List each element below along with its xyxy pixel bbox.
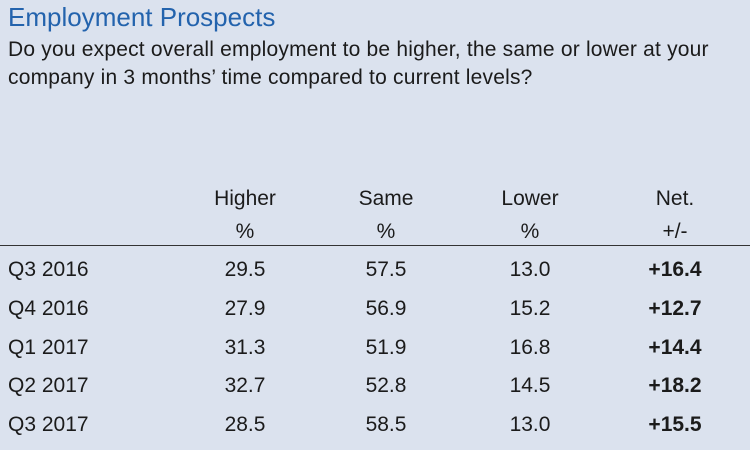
row-label: Q4 2016 [8,297,89,320]
cell-value: 56.9 [365,297,407,320]
column-unit: % [520,220,540,243]
row-label: Q1 2017 [8,336,89,359]
cell-value: 31.3 [224,336,266,359]
cell-value: 32.7 [224,374,266,397]
cell-value: 13.0 [509,413,551,436]
column-header: Higher [214,187,276,210]
net-value: +12.7 [648,297,702,320]
question: Do you expect overall employment to be h… [8,38,709,89]
header-rule [0,245,750,246]
cell-value: 29.5 [224,258,266,281]
column-unit: +/- [662,220,688,243]
column-header: Net. [655,187,695,210]
column-unit: % [235,220,255,243]
column-unit: % [376,220,396,243]
cell-value: 57.5 [365,258,407,281]
cell-value: 27.9 [224,297,266,320]
cell-value: 58.5 [365,413,407,436]
cell-value: 16.8 [509,336,551,359]
cell-value: 14.5 [509,374,551,397]
cell-value: 15.2 [509,297,551,320]
net-value: +15.5 [648,413,702,436]
net-value: +16.4 [648,258,702,281]
cell-value: 51.9 [365,336,407,359]
row-label: Q3 2017 [8,413,89,436]
cell-value: 13.0 [509,258,551,281]
cell-value: 52.8 [365,374,407,397]
cell-value: 28.5 [224,413,266,436]
row-label: Q2 2017 [8,374,89,397]
title: Employment Prospects [8,2,276,32]
net-value: +14.4 [648,336,702,359]
column-header: Same [358,187,414,210]
net-value: +18.2 [648,374,702,397]
column-header: Lower [501,187,559,210]
row-label: Q3 2016 [8,258,89,281]
